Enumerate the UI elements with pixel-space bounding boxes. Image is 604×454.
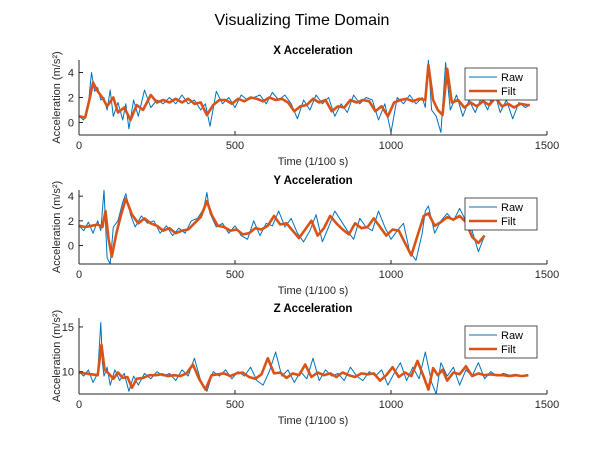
z-legend: Raw Filt	[464, 325, 538, 359]
x-series-filt-line	[79, 63, 530, 122]
z-series-filt-line	[79, 343, 529, 391]
y-series-raw-line	[79, 190, 486, 264]
y-y-tick-label: 4	[68, 191, 74, 203]
z-legend-label-filt: Filt	[501, 344, 516, 356]
y-y-tick-label: 0	[68, 241, 74, 253]
x-legend-label-filt: Filt	[501, 86, 516, 98]
z-acceleration-panel: 0 500 1000 1500 10 15 Z Acceleration Time (1/10…	[51, 303, 559, 427]
y-acceleration-panel: 0 500 1000 1500 0 2 4 Y Acceleration Time (1/100…	[51, 175, 559, 297]
x-y-axis-label: Acceleration (m/s²)	[51, 51, 63, 143]
y-legend-label-raw: Raw	[501, 202, 523, 214]
x-legend-box	[464, 67, 538, 101]
x-x-tick-label: 1500	[535, 140, 559, 152]
y-x-tick-label: 0	[76, 269, 82, 281]
z-x-tick-label: 1000	[379, 399, 403, 411]
y-x-tick-label: 1500	[535, 269, 559, 281]
x-y-tick-label: 2	[68, 93, 74, 105]
z-y-axis-label: Acceleration (m/s²)	[51, 310, 63, 402]
x-x-tick-label: 0	[76, 140, 82, 152]
y-x-axis-label: Time (1/100 s)	[278, 285, 349, 297]
z-x-tick-label: 500	[226, 399, 244, 411]
x-panel-title: X Acceleration	[273, 45, 352, 57]
x-x-tick-label: 500	[226, 140, 244, 152]
z-y-tick-label: 10	[62, 367, 74, 379]
y-y-tick-label: 2	[68, 216, 74, 228]
x-y-tick-label: 0	[68, 118, 74, 130]
z-legend-box	[464, 325, 538, 359]
z-legend-label-raw: Raw	[501, 330, 523, 342]
z-x-tick-label: 1500	[535, 399, 559, 411]
z-x-tick-label: 0	[76, 399, 82, 411]
x-acceleration-panel: 0 500 1000 1500 0 2 4 X Acceleration Time (1/100…	[51, 45, 559, 168]
z-panel-title: Z Acceleration	[274, 303, 353, 315]
figure-title: Visualizing Time Domain	[215, 12, 390, 29]
y-legend: Raw Filt	[464, 197, 538, 231]
x-x-tick-label: 1000	[379, 140, 403, 152]
y-y-axis-label: Acceleration (m/s²)	[51, 181, 63, 273]
y-panel-title: Y Acceleration	[273, 175, 352, 187]
z-y-tick-label: 15	[62, 322, 74, 334]
x-series-raw-line	[79, 60, 531, 133]
z-x-axis-label: Time (1/100 s)	[278, 415, 349, 427]
y-x-tick-label: 1000	[379, 269, 403, 281]
y-legend-label-filt: Filt	[501, 216, 516, 228]
x-legend: Raw Filt	[464, 67, 538, 101]
y-x-tick-label: 500	[226, 269, 244, 281]
z-series-raw-line	[79, 322, 529, 394]
x-y-tick-label: 4	[68, 68, 74, 80]
x-x-axis-label: Time (1/100 s)	[278, 156, 349, 168]
x-legend-label-raw: Raw	[501, 72, 523, 84]
y-legend-box	[464, 197, 538, 231]
y-series-filt-line	[79, 197, 486, 258]
